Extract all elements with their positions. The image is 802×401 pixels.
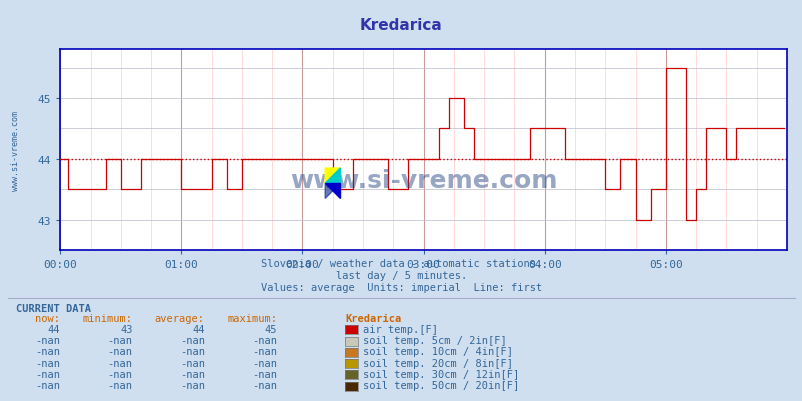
Text: -nan: -nan <box>180 369 205 379</box>
Text: -nan: -nan <box>180 335 205 345</box>
Text: -nan: -nan <box>180 346 205 356</box>
Text: -nan: -nan <box>35 380 60 390</box>
Text: 45: 45 <box>264 324 277 334</box>
Text: Values: average  Units: imperial  Line: first: Values: average Units: imperial Line: fi… <box>261 283 541 293</box>
Text: soil temp. 50cm / 20in[F]: soil temp. 50cm / 20in[F] <box>363 380 519 390</box>
Text: 44: 44 <box>192 324 205 334</box>
Text: Kredarica: Kredarica <box>345 314 401 324</box>
Text: minimum:: minimum: <box>83 314 132 324</box>
Text: -nan: -nan <box>35 346 60 356</box>
Polygon shape <box>325 168 340 199</box>
Text: average:: average: <box>155 314 205 324</box>
Text: now:: now: <box>35 314 60 324</box>
Text: -nan: -nan <box>180 380 205 390</box>
Polygon shape <box>325 168 340 184</box>
Text: maximum:: maximum: <box>227 314 277 324</box>
Polygon shape <box>325 168 340 184</box>
Text: -nan: -nan <box>35 335 60 345</box>
Text: www.si-vreme.com: www.si-vreme.com <box>290 168 557 192</box>
Text: soil temp. 20cm / 8in[F]: soil temp. 20cm / 8in[F] <box>363 358 512 368</box>
Text: www.si-vreme.com: www.si-vreme.com <box>10 110 19 190</box>
Text: -nan: -nan <box>252 335 277 345</box>
Text: -nan: -nan <box>180 358 205 368</box>
Text: 43: 43 <box>119 324 132 334</box>
Text: -nan: -nan <box>252 380 277 390</box>
Text: -nan: -nan <box>107 369 132 379</box>
Text: -nan: -nan <box>252 346 277 356</box>
Text: -nan: -nan <box>107 358 132 368</box>
Text: Kredarica: Kredarica <box>359 18 443 33</box>
Text: -nan: -nan <box>107 335 132 345</box>
Text: soil temp. 30cm / 12in[F]: soil temp. 30cm / 12in[F] <box>363 369 519 379</box>
Text: CURRENT DATA: CURRENT DATA <box>16 303 91 313</box>
Polygon shape <box>325 184 340 199</box>
Text: Slovenia / weather data - automatic stations.: Slovenia / weather data - automatic stat… <box>261 259 541 269</box>
Text: air temp.[F]: air temp.[F] <box>363 324 437 334</box>
Text: soil temp. 10cm / 4in[F]: soil temp. 10cm / 4in[F] <box>363 346 512 356</box>
Text: -nan: -nan <box>252 358 277 368</box>
Text: -nan: -nan <box>107 380 132 390</box>
Text: -nan: -nan <box>252 369 277 379</box>
Text: 44: 44 <box>47 324 60 334</box>
Text: -nan: -nan <box>107 346 132 356</box>
Text: -nan: -nan <box>35 369 60 379</box>
Text: -nan: -nan <box>35 358 60 368</box>
Text: last day / 5 minutes.: last day / 5 minutes. <box>335 271 467 281</box>
Text: soil temp. 5cm / 2in[F]: soil temp. 5cm / 2in[F] <box>363 335 506 345</box>
